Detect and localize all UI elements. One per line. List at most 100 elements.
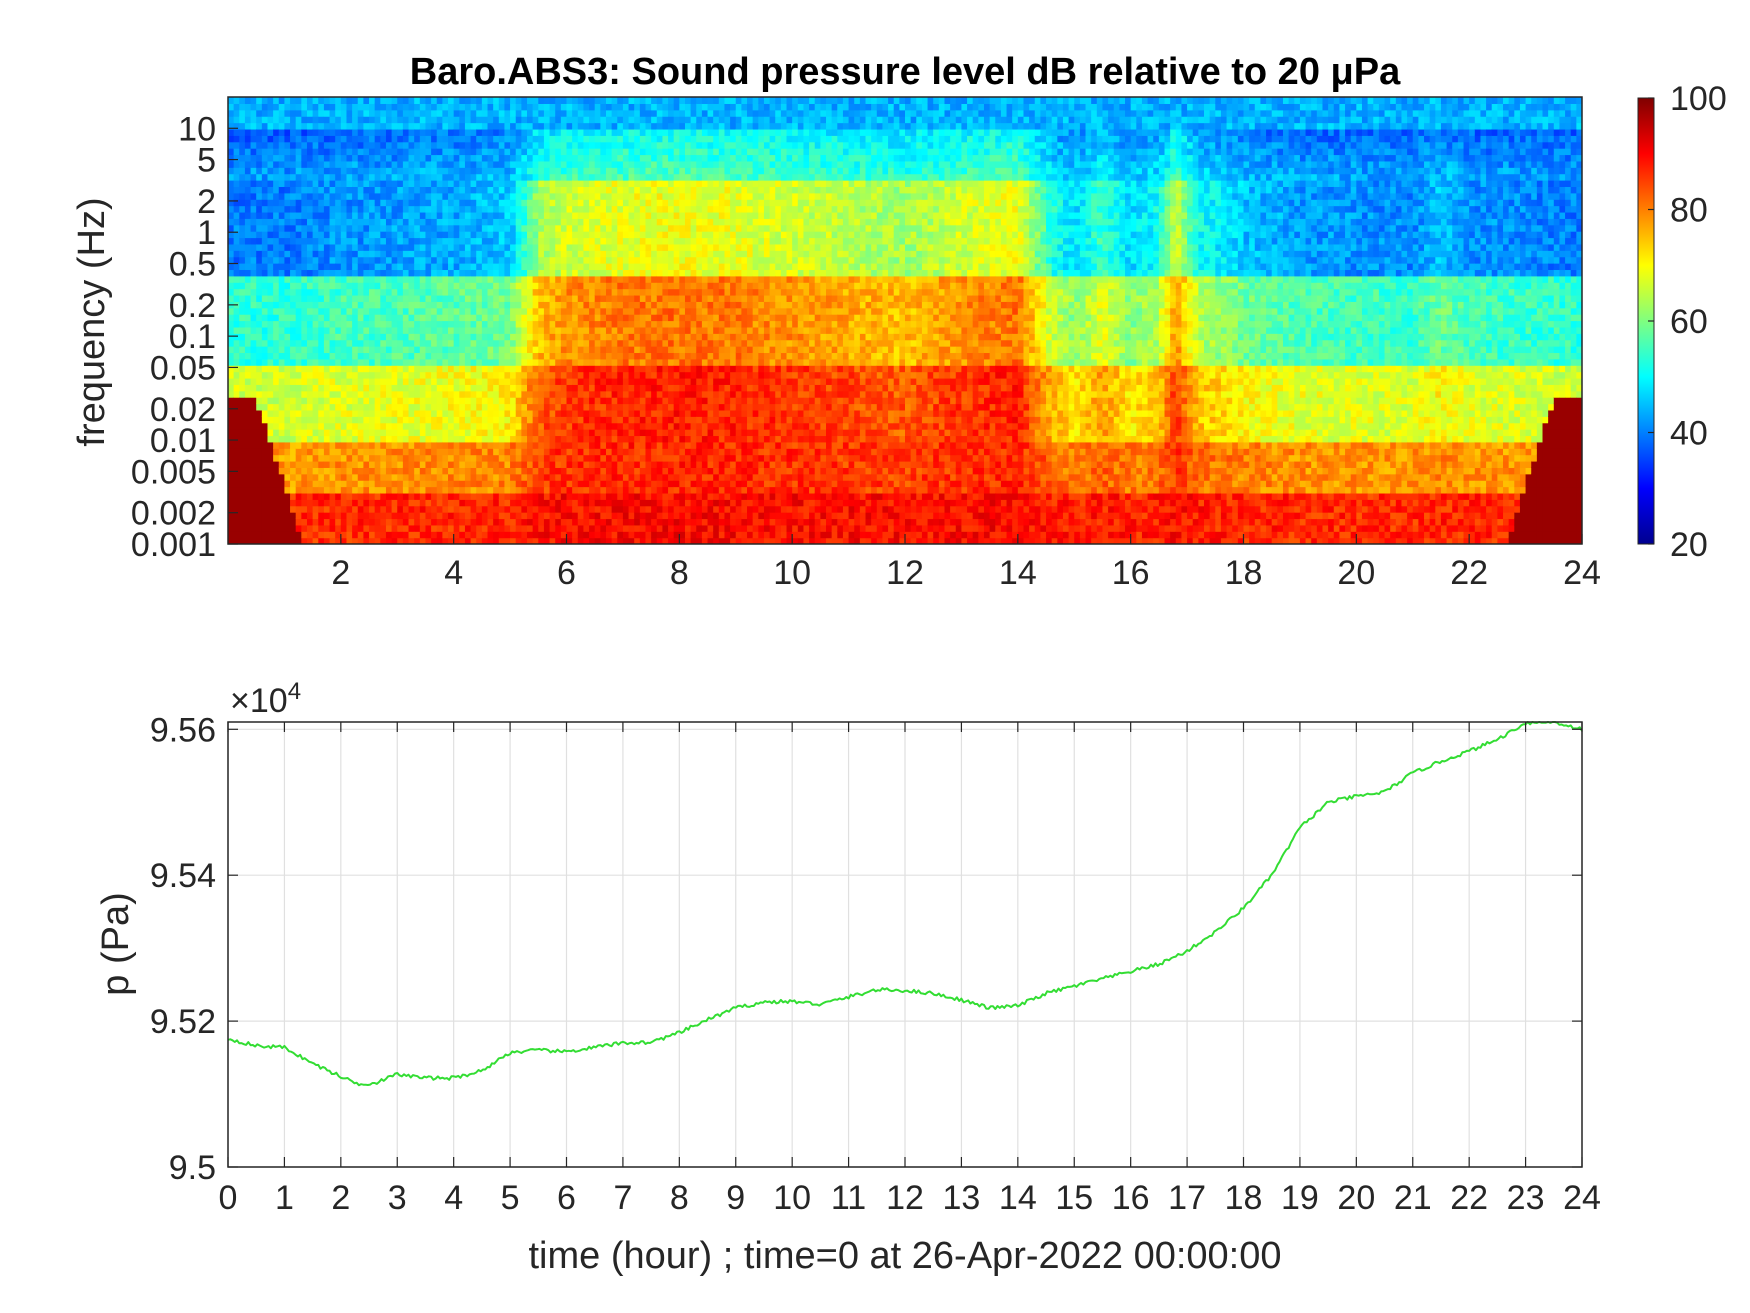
spectrogram-cell (527, 173, 534, 181)
spectrogram-cell (425, 339, 432, 347)
spectrogram-cell (605, 384, 613, 392)
spectrogram-cell (594, 409, 601, 417)
spectrogram-cell (385, 243, 393, 251)
spectrogram-cell (448, 531, 455, 539)
spectrogram-cell (543, 103, 551, 111)
spectrogram-cell (414, 358, 421, 366)
spectrogram-cell (397, 429, 404, 437)
spectrogram-cell (290, 186, 297, 194)
spectrogram-cell (323, 409, 331, 417)
spectrogram-cell (481, 473, 489, 481)
spectrogram-cell (515, 473, 522, 481)
spectrogram-cell (425, 263, 432, 271)
spectrogram-cell (521, 167, 528, 175)
spectrogram-cell (295, 135, 302, 143)
spectrogram-cell (543, 480, 551, 488)
spectrogram-cell (352, 352, 359, 360)
spectrogram-cell (290, 141, 297, 149)
spectrogram-cell (312, 422, 319, 430)
spectrogram-cell (498, 186, 506, 194)
spectrogram-cell (572, 294, 579, 302)
spectrogram-cell (611, 384, 618, 392)
spectrogram-cell (329, 256, 336, 264)
spectrogram-cell (357, 301, 364, 309)
spectrogram-cell (594, 537, 601, 544)
spectrogram-cell (436, 128, 443, 136)
spectrogram-cell (295, 301, 302, 309)
spectrogram-cell (425, 256, 432, 264)
spectrogram-cell (566, 231, 573, 239)
spectrogram-cell (250, 492, 257, 500)
spectrogram-cell (380, 186, 387, 194)
spectrogram-cell (425, 211, 432, 219)
spectrogram-cell (459, 109, 466, 117)
spectrogram-cell (419, 492, 427, 500)
spectrogram-cell (363, 390, 370, 398)
spectrogram-cell (278, 531, 286, 539)
spectrogram-cell (419, 294, 427, 302)
spectrogram-cell (538, 301, 545, 309)
spectrogram-cell (566, 135, 573, 143)
spectrogram-cell (515, 307, 522, 315)
spectrogram-cell (306, 518, 314, 526)
spectrogram-cell (431, 441, 438, 449)
spectrogram-cell (250, 358, 257, 366)
spectrogram-cell (583, 154, 590, 162)
spectrogram-cell (312, 186, 319, 194)
spectrogram-cell (555, 460, 562, 468)
spectrogram-cell (594, 141, 601, 149)
spectrogram-cell (442, 269, 449, 277)
spectrogram-cell (374, 352, 381, 360)
spectrogram-cell (436, 486, 443, 494)
spectrogram-cell (352, 422, 359, 430)
spectrogram-cell (527, 486, 534, 494)
spectrogram-cell (431, 256, 438, 264)
spectrogram-cell (352, 97, 359, 104)
spectrogram-cell (470, 505, 477, 513)
spectrogram-cell (391, 339, 398, 347)
spectrogram-cell (329, 135, 336, 143)
spectrogram-cell (577, 122, 585, 130)
spectrogram-cell (290, 199, 297, 207)
spectrogram-cell (493, 448, 500, 456)
spectrogram-cell (340, 307, 348, 315)
spectrogram-cell (515, 435, 522, 443)
spectrogram-cell (566, 224, 573, 232)
spectrogram-cell (527, 128, 534, 136)
spectrogram-cell (560, 441, 568, 449)
spectrogram-cell (228, 128, 235, 136)
spectrogram-cell (256, 301, 263, 309)
spectrogram-cell (250, 416, 257, 424)
spectrogram-cell (267, 409, 274, 417)
spectrogram-cell (521, 320, 528, 328)
spectrogram-cell (521, 103, 528, 111)
spectrogram-cell (527, 326, 534, 334)
spectrogram-cell (493, 173, 500, 181)
spectrogram-cell (228, 365, 235, 373)
spectrogram-cell (290, 160, 297, 168)
spectrogram-cell (600, 301, 607, 309)
spectrogram-cell (611, 141, 618, 149)
spectrogram-cell (464, 537, 472, 544)
spectrogram-cell (566, 397, 573, 405)
spectrogram-cell (543, 505, 551, 513)
spectrogram-cell (493, 365, 500, 373)
spectrogram-cell (572, 128, 579, 136)
spectrogram-cell (577, 186, 585, 194)
spectrogram-cell (543, 237, 551, 245)
spectrogram-cell (233, 524, 240, 532)
spectrogram-cell (594, 435, 601, 443)
spectrogram-cell (340, 422, 348, 430)
spectrogram-cell (244, 377, 252, 385)
spectrogram-cell (476, 512, 483, 520)
spectrogram-cell (448, 467, 455, 475)
spectrogram-cell (521, 384, 528, 392)
spectrogram-cell (295, 269, 302, 277)
spectrogram-cell (476, 122, 483, 130)
spectrogram-cell (555, 154, 562, 162)
spectrogram-cell (301, 186, 308, 194)
spectrogram-cell (577, 518, 585, 526)
spectrogram-cell (521, 448, 528, 456)
spectrogram-cell (543, 109, 551, 117)
spectrogram-cell (515, 454, 522, 462)
